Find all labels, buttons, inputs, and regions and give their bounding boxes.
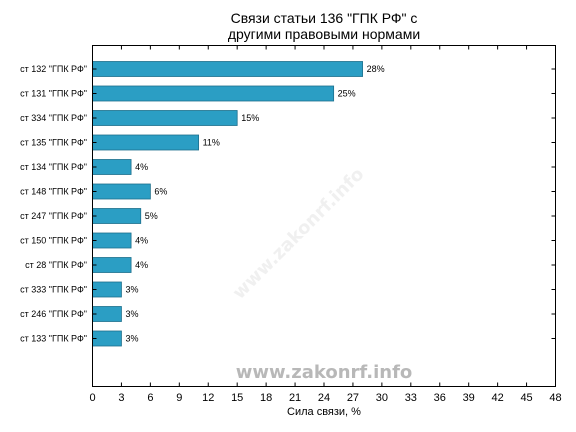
- category-label: ст 134 "ГПК РФ": [20, 162, 87, 172]
- category-label: ст 150 "ГПК РФ": [20, 236, 87, 246]
- category-label: ст 334 "ГПК РФ": [20, 113, 87, 123]
- x-tick-label: 36: [434, 392, 446, 404]
- category-label: ст 135 "ГПК РФ": [20, 138, 87, 148]
- category-label: ст 28 "ГПК РФ": [25, 260, 87, 270]
- data-label: 3%: [125, 285, 138, 295]
- x-tick-label: 45: [520, 392, 532, 404]
- watermark-diagonal: www.zakonrf.info: [229, 164, 369, 304]
- x-tick-label: 15: [231, 392, 243, 404]
- data-label: 5%: [145, 211, 158, 221]
- bar: [92, 208, 142, 224]
- x-tick-label: 33: [405, 392, 417, 404]
- x-tick-label: 6: [147, 392, 153, 404]
- bar: [92, 110, 238, 126]
- bar: [92, 183, 151, 200]
- plot-frame: [92, 45, 556, 387]
- category-label: ст 132 "ГПК РФ": [20, 64, 87, 74]
- bars-layer: 28% 25% 15% 11% 4% 6% 5% 4% 4% 3% 3% 3%: [92, 61, 385, 347]
- category-labels: ст 132 "ГПК РФ" ст 131 "ГПК РФ" ст 334 "ГП…: [20, 64, 556, 344]
- data-label: 25%: [338, 89, 356, 99]
- data-label: 4%: [135, 162, 148, 172]
- bar: [92, 306, 122, 322]
- bar: [92, 61, 363, 77]
- x-tick-label: 48: [549, 392, 561, 404]
- bar: [92, 134, 200, 151]
- x-tick-label: 21: [289, 392, 301, 404]
- x-tick-label: 39: [463, 392, 475, 404]
- data-label: 15%: [241, 113, 259, 123]
- x-tick-label: 42: [492, 392, 504, 404]
- category-label: ст 246 "ГПК РФ": [20, 309, 87, 319]
- category-label: ст 247 "ГПК РФ": [20, 211, 87, 221]
- x-tick-label: 27: [347, 392, 359, 404]
- data-label: 3%: [125, 309, 138, 319]
- x-tick-label: 3: [118, 392, 124, 404]
- chart-title-line1: Связи статьи 136 "ГПК РФ" с: [231, 10, 418, 26]
- data-label: 3%: [125, 334, 138, 344]
- data-label: 4%: [135, 260, 148, 270]
- data-label: 4%: [135, 236, 148, 246]
- bar: [92, 85, 335, 102]
- data-label: 6%: [154, 187, 167, 197]
- category-label: ст 148 "ГПК РФ": [20, 187, 87, 197]
- category-label: ст 333 "ГПК РФ": [20, 285, 87, 295]
- category-label: ст 133 "ГПК РФ": [20, 334, 87, 344]
- x-tick-label: 30: [376, 392, 388, 404]
- bar: [92, 330, 122, 347]
- x-tick-label: 0: [89, 392, 95, 404]
- chart-title-line2: другими правовыми нормами: [228, 26, 420, 42]
- x-tick-label: 18: [260, 392, 272, 404]
- category-label: ст 131 "ГПК РФ": [20, 89, 87, 99]
- bar: [92, 281, 122, 298]
- bar: [92, 159, 132, 175]
- data-label: 28%: [367, 64, 385, 74]
- x-tick-label: 12: [202, 392, 214, 404]
- bar: [92, 232, 132, 249]
- watermark-text: www.zakonrf.info: [236, 362, 413, 383]
- x-axis-label: Сила связи, %: [287, 406, 361, 418]
- x-tick-label: 9: [176, 392, 182, 404]
- bar: [92, 257, 132, 273]
- x-tick-label: 24: [318, 392, 330, 404]
- data-label: 11%: [203, 138, 220, 148]
